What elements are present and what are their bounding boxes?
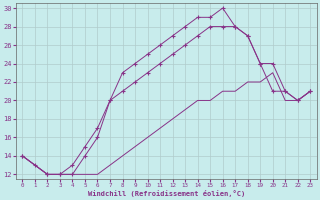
- X-axis label: Windchill (Refroidissement éolien,°C): Windchill (Refroidissement éolien,°C): [88, 190, 245, 197]
